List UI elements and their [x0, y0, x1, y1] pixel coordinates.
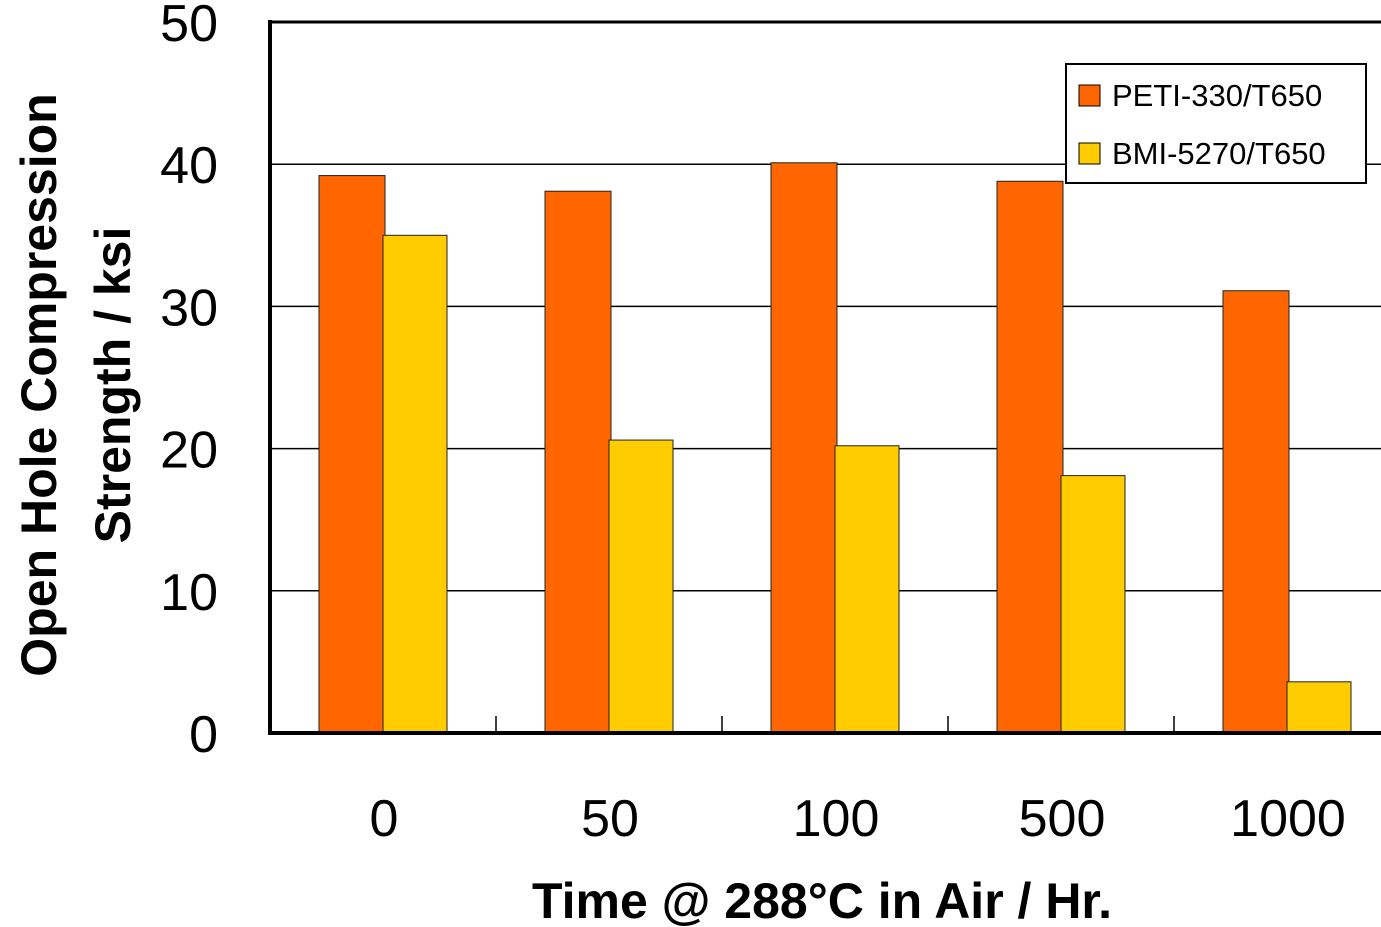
x-tick-label: 50 — [581, 790, 639, 848]
x-tick-label: 1000 — [1230, 790, 1346, 848]
axes — [268, 20, 1381, 735]
y-axis-title: Open Hole Compression Strength / ksi — [11, 93, 141, 676]
bar-bmi-100 — [834, 445, 900, 734]
y-tick-label: 10 — [160, 564, 218, 622]
bar-peti-0 — [318, 175, 386, 734]
x-tick-marks — [495, 716, 1175, 733]
bar-peti-100 — [770, 162, 838, 734]
legend-label-peti: PETI-330/T650 — [1112, 78, 1322, 113]
bar-peti-500 — [996, 180, 1064, 734]
y-tick-label: 50 — [160, 0, 218, 53]
y-tick-labels: 0 10 20 30 40 50 — [160, 0, 218, 764]
bar-bmi-1000 — [1286, 681, 1352, 734]
y-axis-title-line-2: Strength / ksi — [85, 227, 141, 544]
bar-bmi-500 — [1060, 475, 1126, 734]
y-axis-title-line-1: Open Hole Compression — [11, 93, 67, 676]
legend-swatch-bmi — [1078, 142, 1101, 165]
x-axis-title: Time @ 288°C in Air / Hr. — [532, 873, 1112, 927]
x-tick-label: 0 — [370, 790, 399, 848]
bar-peti-50 — [544, 190, 612, 734]
bar-bmi-0 — [382, 234, 448, 734]
y-tick-label: 40 — [160, 137, 218, 195]
legend-swatch-peti — [1078, 84, 1101, 107]
bar-bmi-50 — [608, 439, 674, 734]
x-tick-label: 500 — [1019, 790, 1106, 848]
legend: PETI-330/T650 BMI-5270/T650 — [1065, 63, 1367, 184]
bars — [318, 162, 1352, 734]
legend-box — [1065, 63, 1367, 184]
y-tick-label: 30 — [160, 279, 218, 337]
y-tick-label: 20 — [160, 422, 218, 480]
bar-peti-1000 — [1222, 290, 1290, 734]
y-tick-label: 0 — [189, 706, 218, 764]
x-tick-labels: 0 50 100 500 1000 — [370, 790, 1346, 848]
legend-label-bmi: BMI-5270/T650 — [1112, 136, 1326, 171]
x-tick-label: 100 — [793, 790, 880, 848]
